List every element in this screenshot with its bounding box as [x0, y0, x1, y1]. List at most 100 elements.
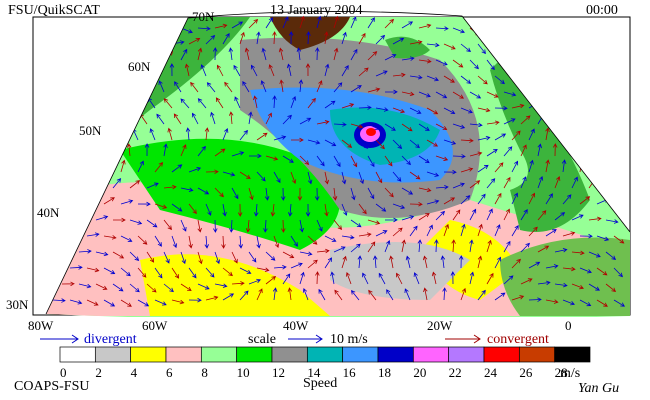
- wind-arrow: [341, 255, 347, 269]
- wind-arrow: [210, 111, 216, 125]
- wind-arrow: [324, 31, 329, 45]
- wind-arrow: [265, 112, 272, 125]
- wind-arrow: [435, 59, 448, 66]
- wind-arrow: [299, 271, 305, 285]
- wind-arrow: [290, 262, 303, 269]
- wind-arrow: [324, 203, 329, 217]
- wind-arrow: [248, 153, 262, 159]
- wind-arrow: [545, 299, 559, 304]
- wind-arrow: [231, 281, 245, 286]
- wind-arrow: [290, 235, 298, 247]
- wind-arrow: [503, 118, 516, 125]
- wind-arrow: [460, 43, 471, 53]
- wind-arrow: [238, 235, 244, 249]
- wind-arrow: [579, 267, 592, 274]
- wind-arrow: [333, 246, 346, 253]
- colorbar-tick-label: 22: [449, 365, 462, 380]
- colorbar-unit: m/s: [560, 366, 580, 381]
- wind-arrow: [341, 235, 355, 240]
- wind-arrow: [452, 59, 464, 68]
- wind-arrow: [520, 144, 527, 157]
- wind-arrow: [417, 239, 423, 253]
- wind-arrow: [287, 287, 293, 301]
- wind-arrow: [520, 242, 530, 253]
- wind-arrow: [460, 223, 466, 237]
- wind-arrow: [528, 159, 534, 173]
- wind-arrow: [333, 155, 341, 168]
- wind-arrow: [324, 139, 337, 147]
- wind-arrow: [188, 37, 201, 45]
- wind-arrow: [228, 111, 234, 125]
- wind-arrow: [316, 120, 330, 125]
- wind-arrow: [528, 297, 542, 302]
- wind-arrow: [184, 63, 190, 77]
- wind-arrow: [273, 171, 281, 184]
- wind-arrow: [503, 275, 514, 285]
- wind-arrow: [460, 107, 473, 114]
- wind-arrow: [197, 47, 203, 61]
- wind-arrow: [113, 217, 126, 223]
- wind-arrow: [244, 47, 250, 61]
- wind-arrow: [180, 187, 194, 192]
- wind-arrow: [265, 155, 279, 161]
- wind-arrow: [451, 239, 456, 253]
- wind-arrow: [426, 75, 439, 82]
- wind-arrow: [350, 219, 362, 228]
- colorbar-tick-label: 2: [95, 365, 102, 380]
- wind-arrow: [554, 176, 561, 189]
- wind-arrow: [305, 203, 311, 217]
- wind-arrow: [554, 212, 566, 221]
- wind-arrow: [469, 239, 474, 253]
- wind-arrow: [350, 123, 364, 129]
- wind-arrow: [511, 160, 519, 173]
- colorbar-swatch: [130, 346, 167, 363]
- wind-arrow: [384, 18, 395, 29]
- wind-arrow: [333, 219, 343, 231]
- wind-arrow: [341, 139, 353, 148]
- wind-arrow: [129, 219, 143, 225]
- wind-arrow: [409, 40, 423, 45]
- wind-arrow: [214, 283, 228, 288]
- lat-label: 50N: [79, 123, 102, 138]
- wind-arrow: [129, 180, 141, 189]
- wind-arrow: [409, 171, 421, 180]
- wind-arrow: [401, 187, 414, 195]
- wind-arrow: [273, 264, 287, 270]
- wind-arrow: [205, 169, 219, 175]
- wind-arrow: [205, 267, 215, 278]
- wind-arrow: [163, 251, 170, 264]
- wind-arrow: [358, 203, 367, 215]
- wind-arrow: [422, 255, 428, 269]
- wind-arrow: [613, 235, 625, 244]
- wind-arrow: [520, 176, 527, 189]
- wind-arrow: [450, 271, 456, 285]
- wind-arrow: [435, 184, 449, 190]
- wind-arrow: [486, 208, 493, 221]
- wind-arrow: [434, 239, 439, 253]
- wind-arrow: [452, 182, 465, 189]
- wind-arrow: [86, 232, 100, 237]
- colorbar-swatch: [554, 346, 591, 363]
- wind-arrow: [503, 146, 513, 157]
- wind-arrow: [245, 219, 251, 233]
- wind-arrow: [154, 203, 168, 209]
- speed-zone: [366, 128, 376, 136]
- wind-arrow: [350, 85, 362, 93]
- wind-arrow: [174, 81, 182, 93]
- legend-divergent: divergent: [84, 332, 137, 347]
- wind-arrow: [316, 248, 330, 254]
- wind-arrow: [435, 210, 445, 221]
- wind-arrow: [443, 43, 456, 50]
- speed-zone: [330, 242, 470, 300]
- wind-arrow: [273, 135, 287, 141]
- wind-arrow: [206, 82, 216, 93]
- wind-arrow: [511, 258, 521, 269]
- lat-label: 60N: [128, 59, 151, 74]
- wind-arrow: [562, 231, 576, 237]
- wind-arrow: [350, 155, 358, 168]
- wind-arrow: [613, 299, 626, 307]
- wind-arrow: [423, 287, 428, 301]
- lon-label: 80W: [28, 318, 54, 333]
- wind-arrow: [562, 266, 576, 272]
